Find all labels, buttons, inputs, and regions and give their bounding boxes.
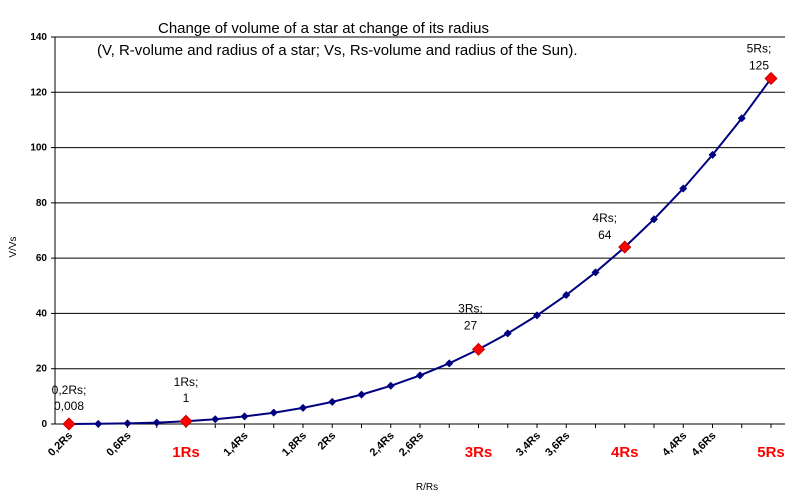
x-tick-label: 0,6Rs	[104, 430, 133, 459]
x-tick-label: 4,6Rs	[689, 430, 718, 459]
x-tick-label: 1,4Rs	[221, 430, 250, 459]
highlight-point	[471, 342, 486, 356]
highlight-label-line1: 0,2Rs;	[52, 383, 87, 397]
y-tick-label: 20	[36, 364, 48, 375]
highlight-label-line1: 5Rs;	[747, 41, 772, 55]
series-point	[562, 291, 571, 300]
x-axis-ticks: 0,2Rs 0,6Rs 1Rs 1,4Rs 1,8Rs 2Rs 2,4Rs 2,6Rs 3Rs 3…	[46, 424, 785, 461]
chart-title-line1: Change of volume of a star at change of …	[158, 20, 489, 37]
series-point	[386, 381, 395, 390]
series-point	[94, 419, 103, 428]
x-tick-label: 3,6Rs	[543, 430, 572, 459]
series-point	[503, 329, 512, 338]
x-tick-label-highlight: 1Rs	[172, 444, 200, 461]
highlight-label-line2: 1	[183, 391, 190, 405]
highlight-label-line2: 64	[598, 228, 612, 242]
x-tick-label-highlight: 5Rs	[757, 444, 785, 461]
series-point	[650, 215, 658, 224]
grid-lines	[55, 36, 785, 370]
x-tick-label: 4,4Rs	[660, 430, 689, 459]
x-tick-label: 2,6Rs	[397, 430, 426, 459]
y-axis-label: V/Vs	[8, 236, 19, 257]
x-tick-label: 0,2Rs	[46, 430, 75, 459]
highlight-label-line2: 125	[749, 58, 769, 72]
series-point	[416, 371, 424, 380]
series-point	[591, 268, 600, 277]
highlight-point	[618, 240, 632, 254]
highlight-label-line1: 4Rs;	[592, 211, 617, 225]
highlight-annotations: 0,2Rs; 0,008 1Rs; 1 3Rs; 27 4Rs; 64 5Rs; 125	[52, 41, 772, 413]
series-point	[328, 397, 337, 406]
y-tick-label: 80	[36, 198, 48, 209]
x-tick-label: 1,8Rs	[280, 430, 309, 459]
y-tick-label: 40	[36, 308, 48, 319]
highlight-point	[179, 414, 193, 428]
highlight-point	[62, 417, 76, 431]
x-tick-label-highlight: 3Rs	[465, 444, 493, 461]
series-point	[679, 184, 688, 193]
series-point	[445, 359, 454, 368]
y-axis-ticks: 0 20 40 60 80 100 120 140	[30, 32, 55, 430]
highlight-label-line1: 3Rs;	[458, 301, 483, 315]
series-point	[152, 418, 161, 427]
highlight-label-line1: 1Rs;	[174, 375, 199, 389]
series-point	[269, 408, 278, 417]
series-point	[357, 390, 366, 399]
series-point	[737, 114, 746, 123]
highlight-markers	[62, 71, 778, 431]
x-tick-label: 3,4Rs	[514, 430, 543, 459]
highlight-label-line2: 0,008	[54, 399, 84, 413]
series-point	[240, 412, 249, 421]
y-tick-label: 0	[41, 419, 47, 430]
y-tick-label: 100	[30, 143, 47, 154]
series-point	[533, 311, 541, 320]
series-point	[123, 419, 132, 428]
x-tick-label-highlight: 4Rs	[611, 444, 639, 461]
series-point	[708, 150, 717, 159]
series-markers	[65, 74, 775, 428]
series-point	[211, 415, 220, 424]
y-tick-label: 60	[36, 253, 48, 264]
x-axis-label: R/Rs	[416, 482, 438, 493]
highlight-label-line2: 27	[464, 318, 478, 332]
series-point	[299, 403, 307, 412]
y-tick-label: 140	[30, 32, 47, 43]
y-tick-label: 120	[30, 87, 47, 98]
highlight-point	[764, 71, 778, 86]
x-tick-label: 2,4Rs	[368, 430, 397, 459]
x-tick-label: 2Rs	[316, 430, 339, 453]
chart-title-line2: (V, R-volume and radius of a star; Vs, R…	[97, 42, 578, 59]
